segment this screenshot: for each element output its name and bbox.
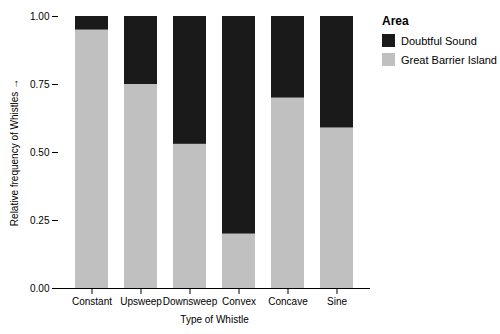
html-text:Doubtful Sound: Doubtful Sound — [401, 34, 477, 47]
svg-text:Upsweep: Upsweep — [120, 296, 162, 307]
svg-text:Relative frequency of Whistles: Relative frequency of Whistles → — [9, 79, 20, 226]
svg-text:0.25: 0.25 — [30, 215, 50, 226]
svg-text:Downsweep: Downsweep — [163, 296, 218, 307]
svg-text:1.00: 1.00 — [30, 11, 50, 22]
svg-text:Type of Whistle: Type of Whistle — [180, 314, 249, 325]
svg-text:0.75: 0.75 — [30, 79, 50, 90]
html-text:Area: Area — [382, 14, 409, 28]
svg-text:Concave: Concave — [268, 296, 308, 307]
svg-text:0.00: 0.00 — [30, 283, 50, 294]
svg-text:Sine: Sine — [327, 296, 347, 307]
html-text:Great Barrier Island: Great Barrier Island — [401, 53, 497, 66]
svg-text:Convex: Convex — [222, 296, 256, 307]
svg-text:Constant: Constant — [72, 296, 112, 307]
svg-text:0.50: 0.50 — [30, 147, 50, 158]
